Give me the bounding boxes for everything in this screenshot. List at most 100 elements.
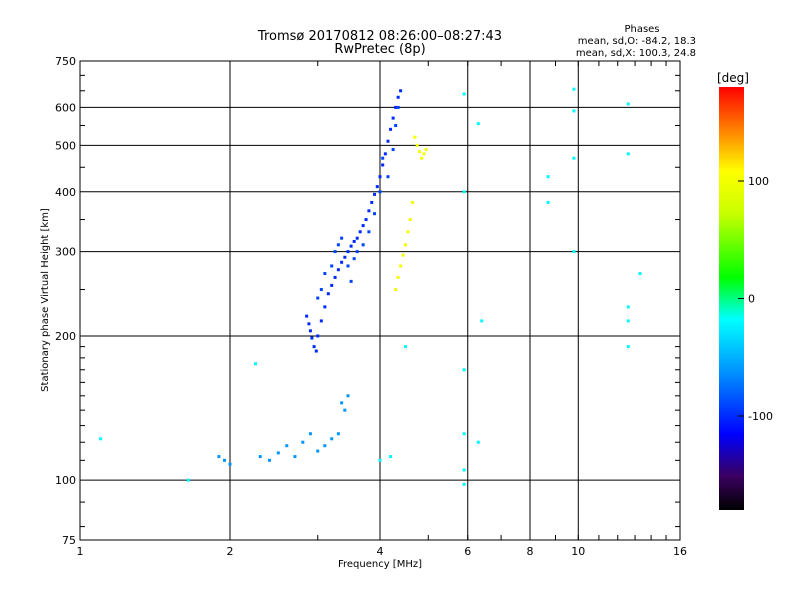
- data-point: [367, 209, 371, 213]
- data-point: [346, 394, 350, 398]
- data-point: [386, 175, 390, 179]
- axis-ticks: 1 2 4 6 8 10 16 75 100 200 300 400 500 600 750: [55, 55, 687, 558]
- data-point: [394, 105, 398, 109]
- data-point: [462, 92, 466, 96]
- data-point: [480, 319, 484, 323]
- data-point: [346, 250, 350, 254]
- data-point: [462, 432, 466, 436]
- data-point: [476, 440, 480, 444]
- data-point: [316, 334, 320, 338]
- data-point: [361, 224, 365, 228]
- data-point: [638, 272, 642, 276]
- data-point: [373, 212, 377, 216]
- data-point: [253, 362, 257, 366]
- data-point: [383, 152, 387, 156]
- x-tick-label: 16: [673, 545, 687, 558]
- y-tick-label: 400: [55, 186, 76, 199]
- data-point: [381, 163, 385, 167]
- data-point: [186, 478, 190, 482]
- data-point: [343, 408, 347, 412]
- grid: [80, 61, 680, 540]
- data-point: [305, 314, 309, 318]
- legend-line-o: mean, sd,O: -84.2, 18.3: [578, 36, 696, 47]
- data-point: [293, 455, 297, 459]
- data-point: [333, 250, 337, 254]
- data-point: [572, 250, 576, 254]
- data-point: [330, 264, 334, 268]
- data-point: [378, 175, 382, 179]
- data-point: [308, 432, 312, 436]
- data-point: [285, 444, 289, 448]
- data-point: [326, 292, 330, 296]
- data-point: [370, 200, 374, 204]
- colorbar-tick-label: 0: [748, 293, 755, 306]
- data-point: [333, 275, 337, 279]
- data-point: [396, 95, 400, 99]
- y-tick-label: 600: [55, 101, 76, 114]
- data-point: [355, 250, 359, 254]
- data-point: [394, 124, 398, 128]
- data-point: [462, 368, 466, 372]
- data-point: [417, 150, 421, 154]
- x-axis-label: Frequency [MHz]: [338, 559, 422, 570]
- data-point: [330, 437, 334, 441]
- data-point: [314, 349, 318, 353]
- data-point: [330, 283, 334, 287]
- data-point: [217, 455, 221, 459]
- data-point: [378, 190, 382, 194]
- y-axis-label: Stationary phase Virtual Height [km]: [40, 208, 51, 392]
- data-point: [406, 230, 410, 234]
- y-tick-label: 200: [55, 330, 76, 343]
- y-tick-label: 300: [55, 246, 76, 259]
- data-point: [349, 244, 353, 248]
- data-point: [258, 455, 262, 459]
- data-point: [626, 152, 630, 156]
- data-point: [422, 152, 426, 156]
- data-point: [386, 139, 390, 143]
- data-point: [349, 279, 353, 283]
- data-point: [415, 143, 419, 147]
- x-tick-label: 8: [527, 545, 534, 558]
- data-point: [276, 451, 280, 455]
- data-point: [336, 243, 340, 247]
- data-point: [401, 253, 405, 257]
- data-point: [420, 156, 424, 160]
- data-point: [316, 449, 320, 453]
- legend-line-x: mean, sd,X: 100.3, 24.8: [576, 48, 696, 59]
- colorbar-tick-label: -100: [748, 410, 773, 423]
- data-point: [312, 345, 316, 349]
- data-point: [355, 236, 359, 240]
- x-tick-label: 1: [77, 545, 84, 558]
- data-point: [403, 345, 407, 349]
- data-point: [411, 200, 415, 204]
- data-points: [99, 87, 642, 486]
- data-point: [626, 102, 630, 106]
- data-point: [394, 288, 398, 292]
- data-point: [223, 458, 227, 462]
- y-tick-label: 500: [55, 139, 76, 152]
- data-point: [99, 437, 103, 441]
- data-point: [391, 116, 395, 120]
- data-point: [378, 458, 382, 462]
- data-point: [323, 444, 327, 448]
- colorbar-ticks: 100 0 -100: [738, 175, 773, 423]
- data-point: [346, 264, 350, 268]
- data-point: [352, 257, 356, 261]
- x-tick-label: 10: [571, 545, 585, 558]
- data-point: [352, 239, 356, 243]
- data-point: [308, 329, 312, 333]
- x-tick-label: 4: [377, 545, 384, 558]
- data-point: [396, 105, 400, 109]
- data-point: [476, 122, 480, 126]
- data-point: [391, 148, 395, 152]
- y-tick-label: 75: [62, 534, 76, 547]
- data-point: [336, 432, 340, 436]
- data-point: [399, 89, 403, 93]
- data-point: [364, 218, 368, 222]
- data-point: [403, 243, 407, 247]
- data-point: [572, 109, 576, 113]
- data-point: [399, 264, 403, 268]
- data-point: [396, 275, 400, 279]
- data-point: [626, 319, 630, 323]
- data-point: [389, 127, 393, 131]
